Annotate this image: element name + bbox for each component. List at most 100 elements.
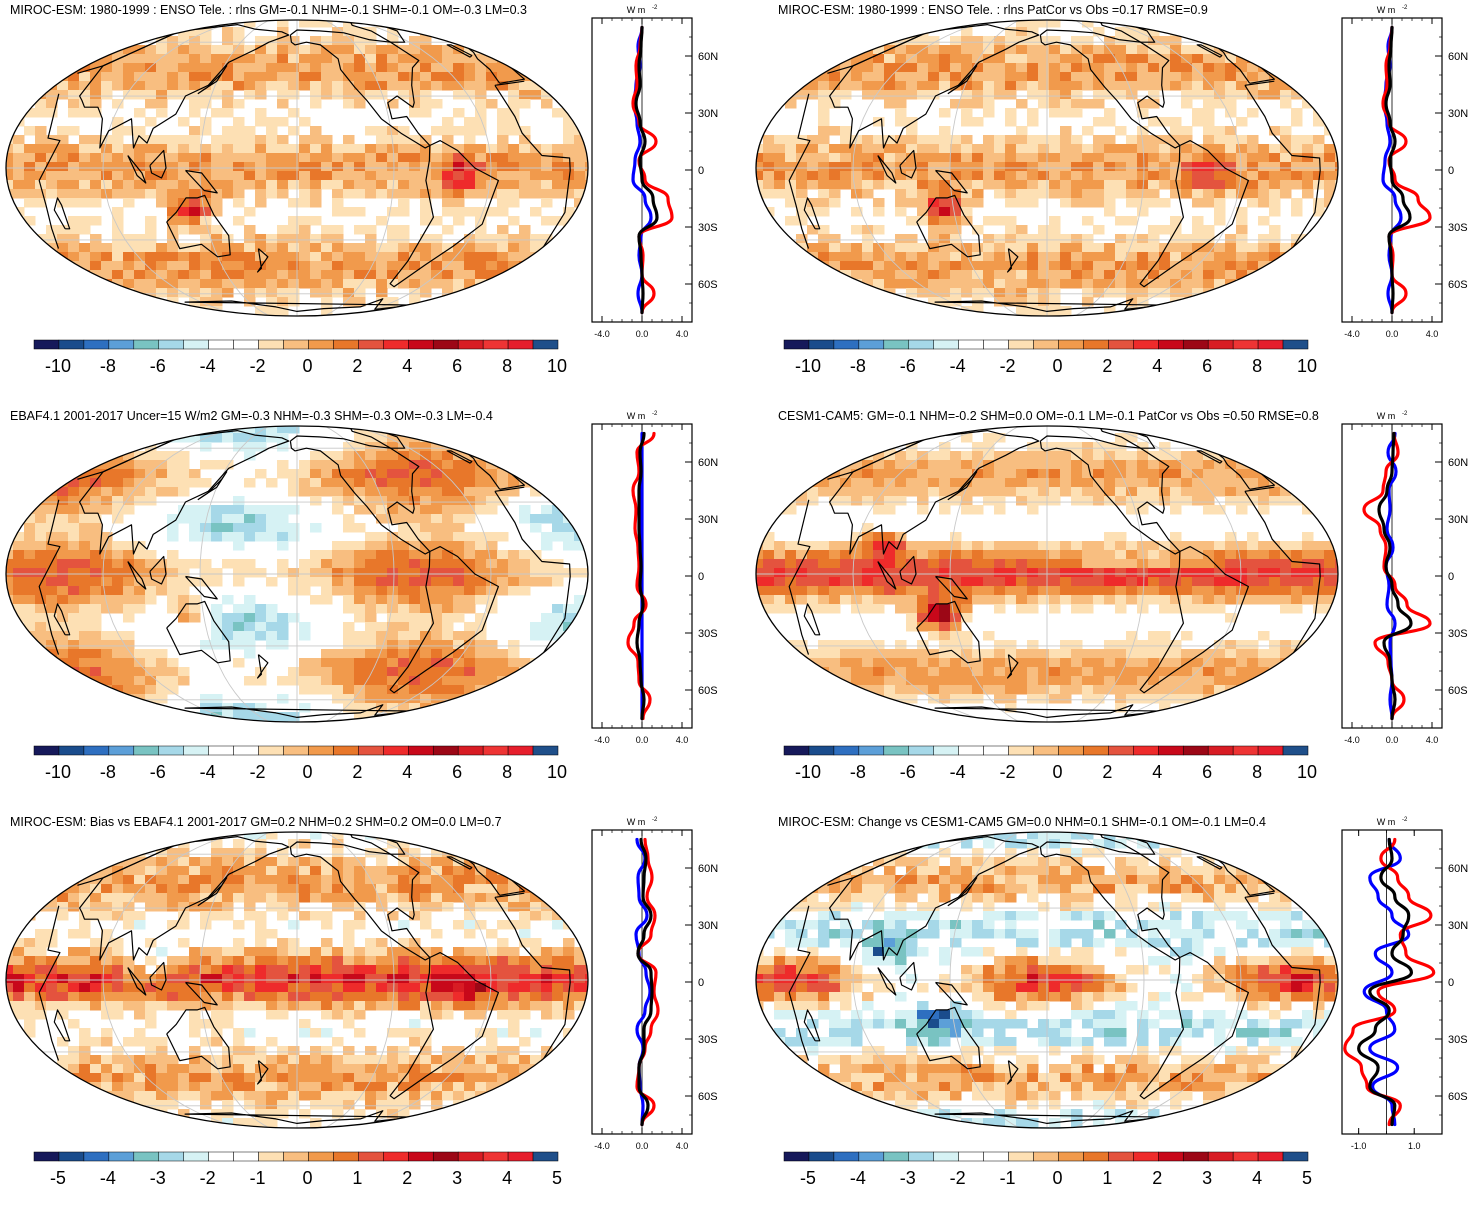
field-cell: [752, 45, 764, 55]
field-cell: [961, 288, 973, 298]
field-cell: [376, 162, 388, 172]
field-cell: [332, 559, 344, 569]
field-cell: [895, 171, 907, 181]
field-cell: [321, 135, 333, 145]
field-cell: [1181, 126, 1193, 136]
field-cell: [310, 685, 322, 695]
field-cell: [884, 460, 896, 470]
field-cell: [541, 288, 553, 298]
field-cell: [233, 721, 245, 731]
field-cell: [398, 225, 410, 235]
field-cell: [950, 144, 962, 154]
field-cell: [1313, 442, 1325, 452]
field-cell: [519, 162, 531, 172]
field-cell: [1269, 54, 1281, 64]
field-cell: [189, 505, 201, 515]
field-cell: [387, 261, 399, 271]
field-cell: [156, 478, 168, 488]
field-cell: [178, 180, 190, 190]
field-cell: [255, 135, 267, 145]
field-cell: [79, 424, 91, 434]
field-cell: [365, 90, 377, 100]
field-cell: [233, 171, 245, 181]
field-cell: [1093, 487, 1105, 497]
field-cell: [1302, 45, 1314, 55]
field-cell: [763, 99, 775, 109]
field-cell: [299, 631, 311, 641]
field-cell: [46, 703, 58, 713]
field-cell: [1225, 541, 1237, 551]
field-cell: [1214, 189, 1226, 199]
field-cell: [939, 216, 951, 226]
field-cell: [1280, 63, 1292, 73]
field-cell: [1016, 63, 1028, 73]
field-cell: [961, 189, 973, 199]
field-cell: [1159, 478, 1171, 488]
field-cell: [299, 72, 311, 82]
field-cell: [101, 433, 113, 443]
field-cell: [24, 72, 36, 82]
field-cell: [774, 451, 786, 461]
field-cell: [299, 81, 311, 91]
field-cell: [1170, 496, 1182, 506]
field-cell: [277, 261, 289, 271]
field-cell: [288, 90, 300, 100]
field-cell: [585, 631, 597, 641]
field-cell: [972, 180, 984, 190]
field-cell: [1137, 288, 1149, 298]
field-cell: [178, 225, 190, 235]
field-cell: [123, 189, 135, 199]
field-cell: [851, 550, 863, 560]
field-cell: [519, 577, 531, 587]
field-cell: [497, 63, 509, 73]
field-cell: [101, 694, 113, 704]
field-cell: [387, 604, 399, 614]
field-cell: [112, 658, 124, 668]
field-cell: [1280, 451, 1292, 461]
field-cell: [343, 243, 355, 253]
field-cell: [299, 63, 311, 73]
field-cell: [35, 189, 47, 199]
field-cell: [1060, 234, 1072, 244]
field-cell: [585, 288, 597, 298]
field-cell: [497, 694, 509, 704]
field-cell: [1027, 45, 1039, 55]
field-cell: [288, 261, 300, 271]
field-cell: [1137, 162, 1149, 172]
field-cell: [464, 153, 476, 163]
field-cell: [332, 36, 344, 46]
field-cell: [398, 54, 410, 64]
field-cell: [939, 451, 951, 461]
field-cell: [101, 297, 113, 307]
field-cell: [497, 135, 509, 145]
field-cell: [189, 45, 201, 55]
field-cell: [156, 261, 168, 271]
field-cell: [1225, 81, 1237, 91]
field-cell: [1071, 171, 1083, 181]
field-cell: [1005, 171, 1017, 181]
field-cell: [530, 63, 542, 73]
field-cell: [497, 550, 509, 560]
field-cell: [563, 469, 575, 479]
field-cell: [917, 550, 929, 560]
field-cell: [1192, 487, 1204, 497]
field-cell: [1170, 81, 1182, 91]
field-cell: [541, 667, 553, 677]
field-cell: [862, 541, 874, 551]
field-cell: [442, 207, 454, 217]
field-cell: [1280, 99, 1292, 109]
field-cell: [1082, 541, 1094, 551]
field-cell: [1093, 460, 1105, 470]
field-cell: [35, 261, 47, 271]
field-cell: [1214, 180, 1226, 190]
field-cell: [994, 469, 1006, 479]
field-cell: [266, 640, 278, 650]
field-cell: [1071, 180, 1083, 190]
field-cell: [233, 270, 245, 280]
field-cell: [453, 613, 465, 623]
field-cell: [1236, 117, 1248, 127]
field-cell: [24, 568, 36, 578]
field-cell: [46, 424, 58, 434]
field-cell: [1115, 315, 1127, 325]
